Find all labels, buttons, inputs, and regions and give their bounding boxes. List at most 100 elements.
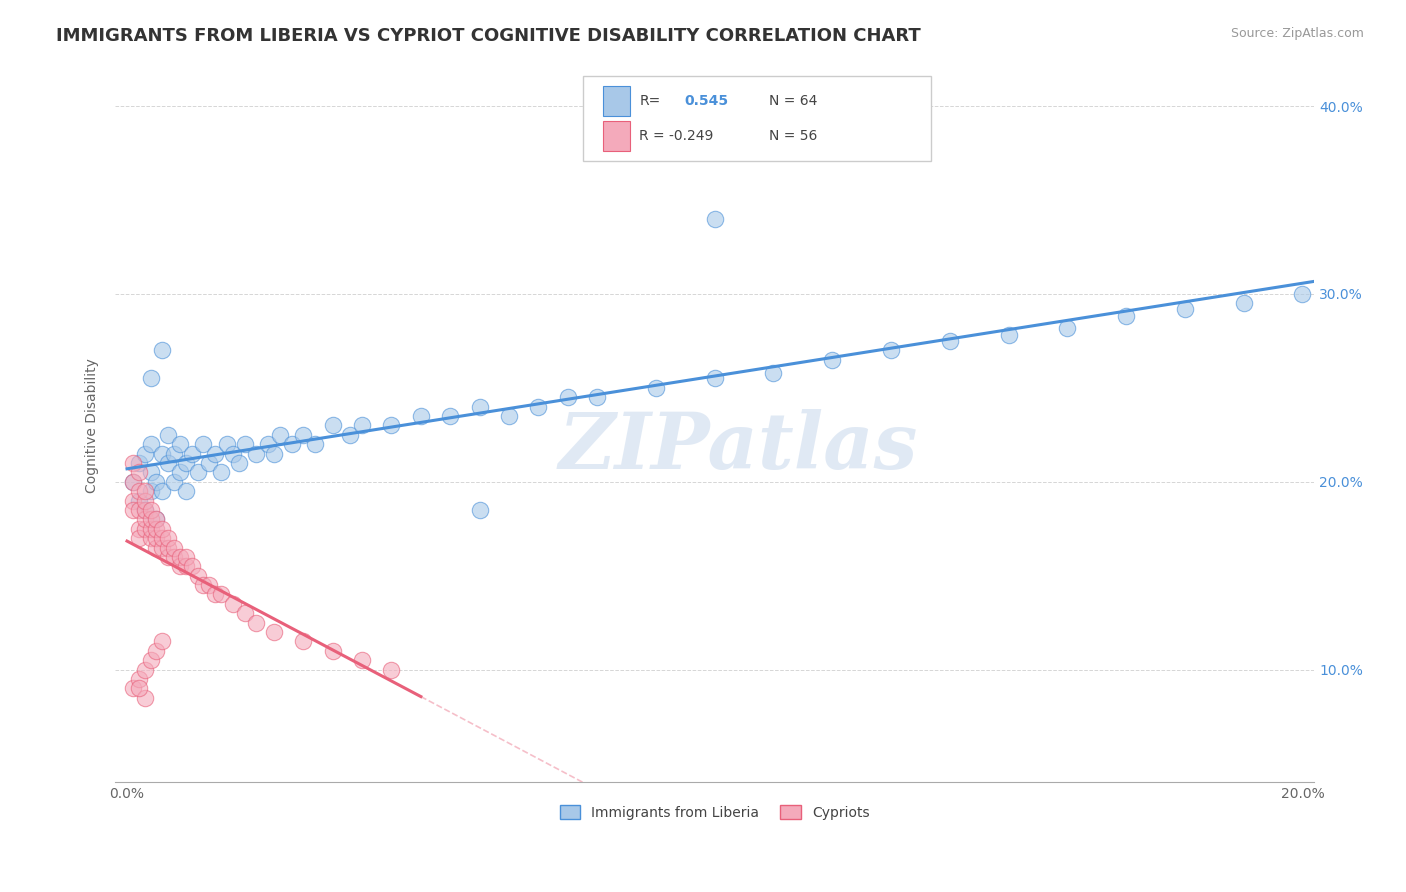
Point [269,427,291,442]
Point [122,456,145,470]
Point [180,447,202,461]
Point [122,503,145,517]
Point [245,447,267,461]
Point [163,475,186,489]
Point [169,466,191,480]
Point [222,447,245,461]
Point [163,549,186,564]
Point [557,390,579,404]
Y-axis label: Cognitive Disability: Cognitive Disability [86,358,100,493]
Bar [603,120,630,151]
Point [280,437,302,451]
Point [128,466,150,480]
Point [187,568,209,582]
Point [169,437,191,451]
Point [187,466,209,480]
Point [128,522,150,536]
Point [233,437,256,451]
Point [1291,287,1313,301]
Point [145,522,167,536]
Text: N = 64: N = 64 [769,95,817,108]
Point [145,644,167,658]
Point [645,381,668,395]
Point [1174,301,1197,316]
Point [134,484,156,499]
Point [128,456,150,470]
Point [128,531,150,545]
Point [139,522,162,536]
Point [145,475,167,489]
Bar [603,87,630,116]
Point [880,343,903,358]
Point [122,681,145,696]
Point [939,334,962,348]
Point [198,578,221,592]
Point [145,512,167,526]
Point [122,475,145,489]
Point [193,578,215,592]
Point [150,484,173,499]
Point [1115,310,1137,324]
Point [150,531,173,545]
Point [228,456,250,470]
Point [292,634,315,648]
Point [150,447,173,461]
Text: N = 56: N = 56 [769,129,817,144]
Point [128,493,150,508]
Point [157,531,180,545]
Point [1056,320,1078,334]
Point [157,541,180,555]
Point [150,634,173,648]
Point [157,427,180,442]
Point [209,587,232,601]
Text: R = -0.249: R = -0.249 [640,129,714,144]
Point [134,447,156,461]
Point [762,366,785,380]
Point [215,437,238,451]
Point [139,503,162,517]
Point [997,328,1019,343]
Point [122,493,145,508]
FancyBboxPatch shape [583,76,931,161]
Point [139,653,162,667]
Point [292,427,315,442]
Point [1233,296,1256,310]
Point [169,559,191,574]
Point [586,390,609,404]
Point [145,512,167,526]
Point [180,559,202,574]
Point [134,493,156,508]
Point [134,503,156,517]
Point [157,549,180,564]
Point [174,549,197,564]
Point [169,549,191,564]
Point [703,371,725,385]
Legend: Immigrants from Liberia, Cypriots: Immigrants from Liberia, Cypriots [554,799,876,825]
Point [439,409,461,423]
Point [139,484,162,499]
Point [257,437,280,451]
Point [222,597,245,611]
Point [245,615,267,630]
Point [352,653,374,667]
Text: R=: R= [640,95,661,108]
Point [263,447,285,461]
Point [233,607,256,621]
Point [128,672,150,686]
Point [134,663,156,677]
Point [322,644,344,658]
Point [498,409,520,423]
Point [174,559,197,574]
Point [174,456,197,470]
Point [163,447,186,461]
Point [134,522,156,536]
Point [150,522,173,536]
Point [128,484,150,499]
Point [263,625,285,640]
Point [139,466,162,480]
Point [134,503,156,517]
Text: 0.545: 0.545 [685,95,728,108]
Point [145,531,167,545]
Point [198,456,221,470]
Point [339,427,361,442]
